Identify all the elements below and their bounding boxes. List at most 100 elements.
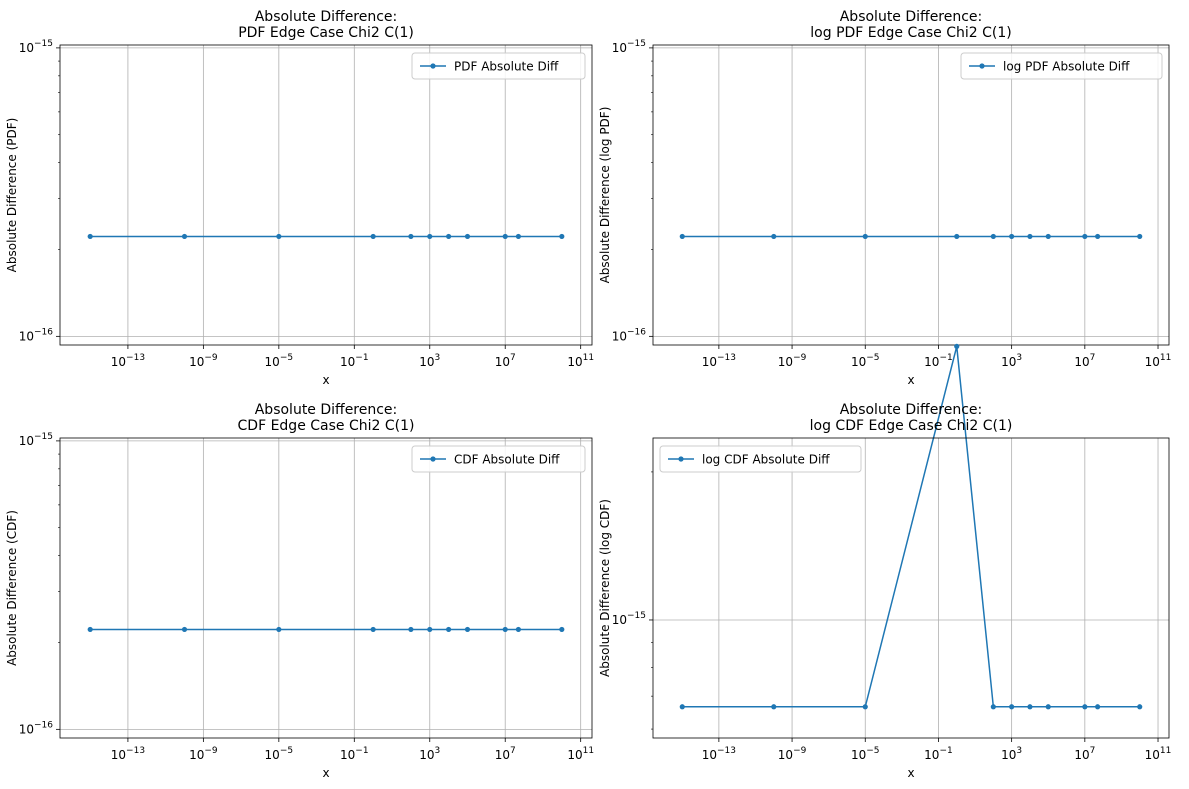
x-tick-exponent: −9	[204, 353, 218, 363]
data-point	[181, 626, 188, 633]
x-tick-label: 10−5	[265, 353, 294, 369]
data-point	[679, 233, 685, 240]
x-tick-label: 103	[419, 353, 440, 369]
chart-title-line-2: log PDF Edge Case Chi2 C(1)	[810, 25, 1011, 41]
data-point	[276, 626, 282, 633]
x-tick-label: 10−13	[702, 746, 736, 762]
x-tick-base: 10	[924, 355, 939, 369]
chart-title-line-1: Absolute Difference:	[255, 9, 398, 25]
data-point	[446, 233, 452, 240]
x-axis-label: x	[322, 373, 329, 387]
data-point	[427, 233, 433, 240]
x-tick-base: 10	[419, 355, 434, 369]
legend: PDF Absolute Diff	[411, 52, 586, 80]
x-tick-exponent: −9	[793, 746, 807, 756]
y-tick-base: 10	[19, 41, 34, 55]
data-point	[408, 626, 414, 633]
y-tick-exponent: −15	[34, 39, 53, 49]
x-tick-exponent: −5	[866, 353, 879, 363]
x-tick-exponent: 7	[510, 746, 516, 756]
x-tick-base: 10	[189, 748, 204, 762]
x-tick-exponent: −13	[126, 746, 145, 756]
data-point	[1082, 704, 1088, 710]
axes-frame	[59, 437, 593, 739]
legend: log CDF Absolute Diff	[659, 445, 862, 473]
y-tick-exponent: −15	[627, 39, 646, 49]
y-tick-exponent: −16	[627, 327, 646, 337]
data-point	[87, 626, 93, 633]
x-tick-label: 1011	[567, 353, 594, 369]
y-tick-base: 10	[612, 41, 627, 55]
x-tick-label: 103	[1001, 353, 1022, 369]
data-point	[1009, 233, 1015, 240]
data-point	[771, 704, 777, 710]
chart-panel-2: 10−13 10−9 10−5 10−1 103 107 101110−1510−16Abs…	[598, 9, 1171, 387]
x-tick-exponent: 3	[1016, 353, 1022, 363]
legend-label: CDF Absolute Diff	[454, 453, 560, 467]
y-axis-label: Absolute Difference (CDF)	[5, 510, 19, 666]
chart-panel-3: 10−13 10−9 10−5 10−1 103 107 101110−1510−16Abs…	[5, 402, 594, 780]
data-point	[370, 233, 376, 240]
legend-box	[411, 445, 586, 473]
data-point	[464, 233, 471, 240]
chart-panel-4: 10−13 10−9 10−5 10−1 103 107 101110−15Absolute…	[598, 343, 1172, 780]
data-point	[862, 704, 868, 710]
data-point	[181, 233, 188, 240]
data-point	[464, 626, 471, 633]
data-point	[276, 233, 282, 240]
x-tick-base: 10	[702, 355, 717, 369]
x-tick-base: 10	[111, 355, 126, 369]
x-tick-exponent: 3	[435, 353, 441, 363]
x-tick-label: 107	[495, 746, 516, 762]
y-tick-base: 10	[19, 722, 34, 736]
data-point	[990, 704, 996, 710]
x-tick-base: 10	[340, 748, 355, 762]
x-tick-base: 10	[1145, 355, 1160, 369]
x-tick-label: 107	[1074, 746, 1095, 762]
data-point	[1137, 233, 1143, 240]
data-point	[87, 233, 93, 240]
legend-box	[659, 445, 862, 473]
x-tick-base: 10	[851, 355, 866, 369]
data-point	[427, 626, 433, 633]
x-tick-base: 10	[1145, 748, 1160, 762]
y-tick-label: 10−15	[612, 611, 646, 627]
chart-title-line-1: Absolute Difference:	[840, 9, 983, 25]
x-tick-label: 1011	[1145, 746, 1172, 762]
x-tick-exponent: −1	[355, 353, 368, 363]
data-point	[679, 704, 685, 710]
x-tick-base: 10	[567, 748, 582, 762]
x-tick-exponent: −1	[355, 746, 368, 756]
y-tick-base: 10	[19, 329, 34, 343]
x-tick-base: 10	[495, 748, 510, 762]
x-tick-label: 1011	[567, 746, 594, 762]
data-point	[1009, 704, 1015, 710]
axes-frame	[652, 44, 1170, 346]
x-tick-exponent: −13	[717, 746, 736, 756]
data-point	[559, 233, 565, 240]
chart-title-line-2: PDF Edge Case Chi2 C(1)	[238, 25, 414, 41]
x-axis-label: x	[322, 766, 329, 780]
data-point	[1082, 233, 1088, 240]
y-tick-label: 10−15	[612, 39, 646, 55]
legend-box	[960, 52, 1163, 80]
data-point	[1045, 704, 1051, 710]
data-point	[1095, 704, 1101, 710]
x-tick-base: 10	[340, 355, 355, 369]
x-tick-base: 10	[495, 355, 510, 369]
chart-title-line-1: Absolute Difference:	[840, 402, 983, 418]
data-point	[990, 233, 996, 240]
x-tick-label: 103	[419, 746, 440, 762]
data-point	[408, 233, 414, 240]
data-point	[370, 626, 376, 633]
data-point	[862, 233, 868, 240]
legend-box	[411, 52, 586, 80]
x-tick-label: 10−5	[851, 746, 880, 762]
x-tick-label: 103	[1001, 746, 1022, 762]
legend-swatch-marker	[678, 456, 684, 462]
x-tick-label: 10−5	[851, 353, 880, 369]
legend-swatch-marker	[430, 63, 436, 69]
x-tick-base: 10	[265, 355, 280, 369]
legend-label: PDF Absolute Diff	[454, 60, 559, 74]
data-point	[515, 233, 522, 240]
